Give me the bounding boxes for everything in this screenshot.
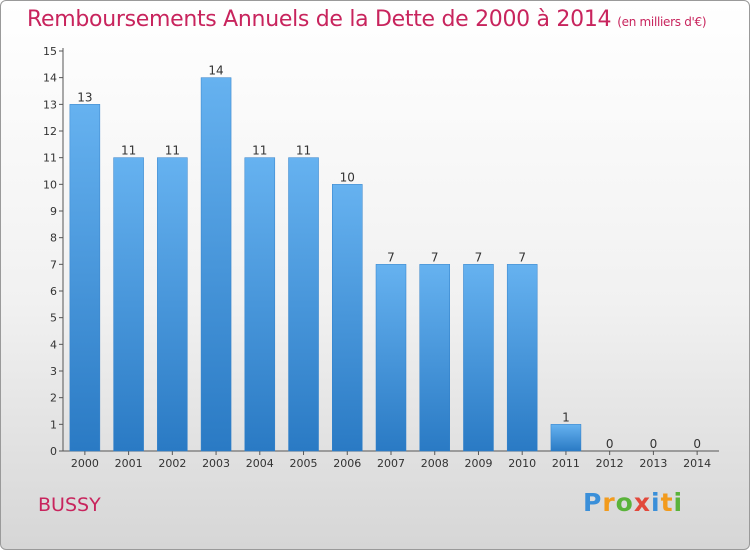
bar-value-label: 0 xyxy=(693,437,701,451)
title-unit: (en milliers d'€) xyxy=(617,15,707,29)
y-tick-label: 3 xyxy=(50,365,57,378)
bar xyxy=(69,104,101,452)
proxiti-logo: Proxiti xyxy=(583,488,684,517)
y-tick-label: 4 xyxy=(50,338,57,351)
x-tick-label: 2003 xyxy=(202,457,230,470)
y-tick-label: 8 xyxy=(50,232,57,245)
x-tick-label: 2006 xyxy=(333,457,361,470)
bar xyxy=(200,77,232,452)
title-text: Remboursements Annuels de la Dette de 20… xyxy=(27,7,612,32)
y-tick-label: 2 xyxy=(50,392,57,405)
bar-value-label: 1 xyxy=(562,410,570,424)
bar-value-label: 10 xyxy=(340,170,355,184)
y-tick-label: 6 xyxy=(50,285,57,298)
x-tick-label: 2012 xyxy=(596,457,624,470)
x-tick-label: 2013 xyxy=(639,457,667,470)
bar xyxy=(157,157,188,452)
x-tick-label: 2009 xyxy=(464,457,492,470)
x-tick-label: 2011 xyxy=(552,457,580,470)
x-tick-label: 2007 xyxy=(377,457,405,470)
y-tick-label: 1 xyxy=(50,418,57,431)
bar xyxy=(375,264,407,452)
bar-value-label: 7 xyxy=(387,250,395,264)
x-tick-label: 2008 xyxy=(421,457,449,470)
x-axis: 2000 2001 2002 2003 2004 2005 2006 2007 2008 2009… xyxy=(63,450,719,470)
bar xyxy=(244,157,276,452)
y-tick-label: 15 xyxy=(43,45,57,58)
x-tick-label: 2014 xyxy=(683,457,711,470)
bar-value-label: 13 xyxy=(77,90,92,104)
y-tick-label: 12 xyxy=(43,125,57,138)
bar xyxy=(463,264,494,452)
x-tick-label: 2000 xyxy=(71,457,99,470)
x-tick-label: 2002 xyxy=(158,457,186,470)
x-tick-label: 2001 xyxy=(115,457,143,470)
bar xyxy=(113,157,144,452)
y-tick-label: 14 xyxy=(43,72,57,85)
bar-value-label: 7 xyxy=(475,250,483,264)
bar-value-label: 11 xyxy=(296,144,311,158)
y-tick-label: 0 xyxy=(50,445,57,458)
bar xyxy=(506,264,538,452)
y-tick-label: 13 xyxy=(43,98,57,111)
bar-value-label: 14 xyxy=(208,64,223,78)
bar-value-label: 0 xyxy=(606,437,614,451)
x-tick-label: 2005 xyxy=(290,457,318,470)
commune-name: BUSSY xyxy=(38,494,101,516)
y-tick-label: 11 xyxy=(43,152,57,165)
bar-value-label: 11 xyxy=(165,144,180,158)
y-tick-label: 5 xyxy=(50,312,57,325)
x-tick-label: 2004 xyxy=(246,457,274,470)
y-tick-label: 9 xyxy=(50,205,57,218)
y-tick-label: 7 xyxy=(50,258,57,271)
bar-value-label: 11 xyxy=(252,144,267,158)
bar xyxy=(550,424,582,452)
y-tick-label: 10 xyxy=(43,178,57,191)
x-tick-label: 2010 xyxy=(508,457,536,470)
bar xyxy=(332,184,363,452)
bar-value-label: 11 xyxy=(121,144,136,158)
chart-title: Remboursements Annuels de la Dette de 20… xyxy=(27,7,707,32)
bar-value-label: 7 xyxy=(518,250,526,264)
bar-value-label: 0 xyxy=(650,437,658,451)
bar-value-label: 7 xyxy=(431,250,439,264)
bar xyxy=(288,157,319,452)
bar xyxy=(419,264,450,452)
